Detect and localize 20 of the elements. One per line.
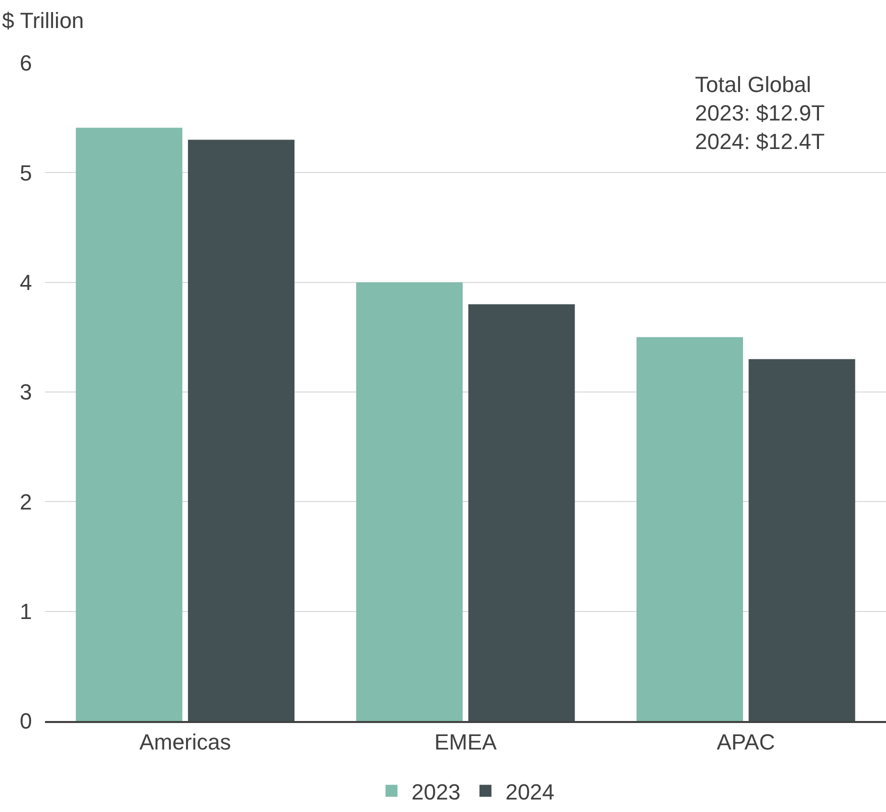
y-axis-title: $ Trillion bbox=[2, 8, 84, 33]
y-tick-label: 6 bbox=[20, 50, 32, 76]
bar bbox=[468, 304, 575, 721]
bar bbox=[188, 140, 294, 721]
y-tick-label: 4 bbox=[20, 270, 32, 296]
legend-label: 2024 bbox=[505, 779, 554, 804]
y-tick-label: 3 bbox=[20, 380, 32, 405]
bar bbox=[76, 128, 182, 721]
x-tick-label: APAC bbox=[716, 729, 776, 754]
annotation: Total Global 2023: $12.9T 2024: $12.4T bbox=[695, 72, 825, 154]
bar bbox=[356, 282, 463, 721]
y-tick-label: 0 bbox=[20, 708, 32, 734]
x-tick-label: EMEA bbox=[434, 729, 497, 754]
x-tick-label: Americas bbox=[139, 729, 232, 754]
y-tick-label: 1 bbox=[20, 599, 32, 624]
legend-label: 2023 bbox=[412, 779, 460, 804]
bar bbox=[748, 359, 856, 721]
y-tick-label: 5 bbox=[20, 160, 32, 186]
bar bbox=[636, 337, 744, 721]
y-tick-label: 2 bbox=[20, 489, 32, 514]
